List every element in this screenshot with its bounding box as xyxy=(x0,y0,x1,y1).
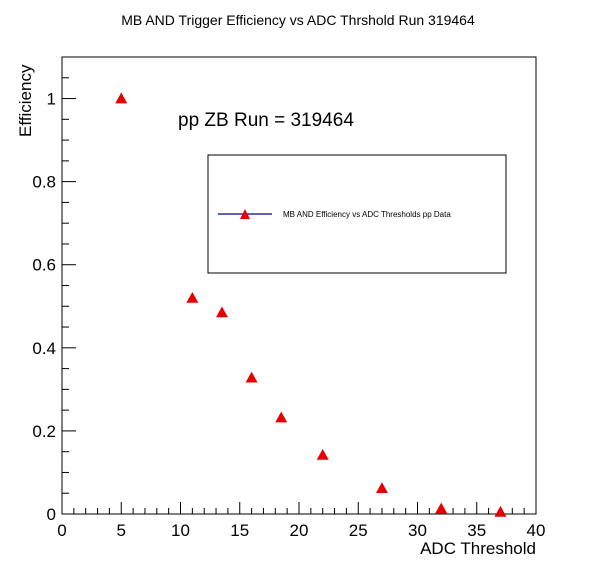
data-point xyxy=(375,482,388,494)
x-tick-label: 40 xyxy=(527,521,546,540)
x-tick-label: 10 xyxy=(171,521,190,540)
y-tick-label: 0.2 xyxy=(32,422,56,441)
y-tick-label: 0.4 xyxy=(32,339,56,358)
x-tick-label: 35 xyxy=(467,521,486,540)
legend-marker-swatch xyxy=(240,209,250,219)
y-axis-label: Efficiency xyxy=(16,64,35,137)
data-point xyxy=(316,449,329,460)
x-tick-label: 20 xyxy=(290,521,309,540)
chart-title: MB AND Trigger Efficiency vs ADC Thrshol… xyxy=(121,12,475,28)
x-tick-label: 25 xyxy=(349,521,368,540)
y-tick-label: 0.6 xyxy=(32,256,56,275)
legend-entry-label: MB AND Efficiency vs ADC Thresholds pp D… xyxy=(283,210,451,219)
x-tick-label: 30 xyxy=(408,521,427,540)
data-point xyxy=(115,92,128,104)
y-tick-label: 1 xyxy=(47,90,56,109)
data-point xyxy=(215,306,228,318)
data-point xyxy=(245,371,258,383)
legend: MB AND Efficiency vs ADC Thresholds pp D… xyxy=(207,154,507,274)
x-tick-label: 15 xyxy=(230,521,249,540)
y-tick-label: 0.8 xyxy=(32,173,56,192)
x-tick-label: 0 xyxy=(57,521,66,540)
data-point xyxy=(186,291,199,303)
x-axis-label: ADC Threshold xyxy=(420,539,536,558)
data-points xyxy=(115,92,507,517)
y-tick-label: 0 xyxy=(47,505,56,524)
x-tick-label: 5 xyxy=(117,521,126,540)
data-point xyxy=(275,411,288,423)
axis-tick-labels: 0 5 10 15 20 25 30 35 40 0 0.2 0.4 0.6 0.8 1 xyxy=(32,90,545,540)
run-annotation: pp ZB Run = 319464 xyxy=(178,110,354,131)
data-point xyxy=(435,502,448,514)
data-point xyxy=(494,505,507,517)
